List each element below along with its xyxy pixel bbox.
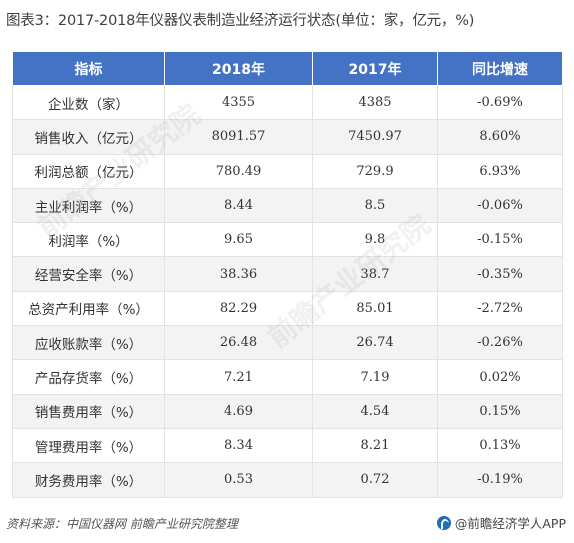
value-cell: 26.74: [312, 325, 438, 361]
value-cell: 4355: [164, 84, 313, 121]
table-row: 应收账款率（%） 26.48 26.74 -0.26%: [12, 325, 563, 361]
column-header: 同比增速: [437, 51, 563, 86]
table-row: 主业利润率（%） 8.44 8.5 -0.06%: [12, 187, 563, 224]
column-header: 2018年: [164, 51, 313, 86]
value-cell: -2.72%: [437, 290, 563, 327]
value-cell: 9.65: [164, 222, 313, 258]
value-cell: 0.15%: [437, 393, 563, 429]
indicator-cell: 销售收入（亿元）: [12, 119, 165, 155]
value-cell: -0.35%: [437, 256, 563, 292]
table-row: 经营安全率（%） 38.36 38.7 -0.35%: [12, 256, 563, 292]
brand-credit: @前瞻经济学人APP: [436, 513, 566, 532]
value-cell: 7.19: [312, 359, 438, 395]
brand-logo-icon: [436, 515, 451, 530]
indicator-cell: 企业数（家）: [12, 84, 165, 121]
value-cell: 9.8: [312, 222, 438, 258]
indicator-cell: 应收账款率（%）: [12, 325, 165, 361]
table-row: 利润率（%） 9.65 9.8 -0.15%: [12, 222, 563, 258]
source-note: 资料来源：中国仪器网 前瞻产业研究院整理: [6, 517, 238, 531]
column-header: 2017年: [312, 51, 438, 86]
data-table: 指标 2018年 2017年 同比增速 企业数（家） 4355 4385 -0.69%…: [12, 51, 563, 498]
data-table-container: 指标 2018年 2017年 同比增速 企业数（家） 4355 4385 -0.69%…: [12, 51, 563, 503]
value-cell: 85.01: [312, 290, 438, 327]
value-cell: 8.21: [312, 427, 438, 464]
value-cell: 0.13%: [437, 427, 563, 464]
value-cell: -0.19%: [437, 462, 563, 498]
value-cell: 26.48: [164, 325, 313, 361]
indicator-cell: 销售费用率（%）: [12, 393, 165, 429]
value-cell: 8.60%: [437, 119, 563, 155]
indicator-cell: 利润率（%）: [12, 222, 165, 258]
table-row: 销售费用率（%） 4.69 4.54 0.15%: [12, 393, 563, 429]
value-cell: 8.44: [164, 187, 313, 224]
table-row: 企业数（家） 4355 4385 -0.69%: [12, 84, 563, 121]
value-cell: 8091.57: [164, 119, 313, 155]
value-cell: 0.72: [312, 462, 438, 498]
value-cell: 38.36: [164, 256, 313, 292]
value-cell: 780.49: [164, 153, 313, 189]
value-cell: -0.26%: [437, 325, 563, 361]
value-cell: 8.34: [164, 427, 313, 464]
value-cell: 7.21: [164, 359, 313, 395]
value-cell: 38.7: [312, 256, 438, 292]
indicator-cell: 管理费用率（%）: [12, 427, 165, 464]
indicator-cell: 产品存货率（%）: [12, 359, 165, 395]
brand-text: @前瞻经济学人APP: [454, 516, 566, 531]
value-cell: 0.02%: [437, 359, 563, 395]
indicator-cell: 主业利润率（%）: [12, 187, 165, 224]
chart-title: 图表3：2017-2018年仪器仪表制造业经济运行状态(单位：家，亿元，%): [6, 13, 475, 29]
indicator-cell: 财务费用率（%）: [12, 462, 165, 498]
indicator-cell: 总资产利用率（%）: [12, 290, 165, 327]
value-cell: 6.93%: [437, 153, 563, 189]
table-row: 财务费用率（%） 0.53 0.72 -0.19%: [12, 462, 563, 498]
value-cell: -0.15%: [437, 222, 563, 258]
table-row: 产品存货率（%） 7.21 7.19 0.02%: [12, 359, 563, 395]
column-header: 指标: [12, 51, 165, 86]
value-cell: 82.29: [164, 290, 313, 327]
value-cell: 7450.97: [312, 119, 438, 155]
value-cell: 729.9: [312, 153, 438, 189]
table-row: 管理费用率（%） 8.34 8.21 0.13%: [12, 427, 563, 464]
table-body: 企业数（家） 4355 4385 -0.69% 销售收入（亿元） 8091.57 7450.…: [12, 84, 563, 498]
table-row: 销售收入（亿元） 8091.57 7450.97 8.60%: [12, 119, 563, 155]
table-row: 总资产利用率（%） 82.29 85.01 -2.72%: [12, 290, 563, 327]
table-row: 利润总额（亿元） 780.49 729.9 6.93%: [12, 153, 563, 189]
value-cell: 4.69: [164, 393, 313, 429]
value-cell: -0.06%: [437, 187, 563, 224]
value-cell: 8.5: [312, 187, 438, 224]
value-cell: 4385: [312, 84, 438, 121]
indicator-cell: 利润总额（亿元）: [12, 153, 165, 189]
table-header-row: 指标 2018年 2017年 同比增速: [12, 51, 563, 86]
value-cell: -0.69%: [437, 84, 563, 121]
indicator-cell: 经营安全率（%）: [12, 256, 165, 292]
value-cell: 4.54: [312, 393, 438, 429]
value-cell: 0.53: [164, 462, 313, 498]
